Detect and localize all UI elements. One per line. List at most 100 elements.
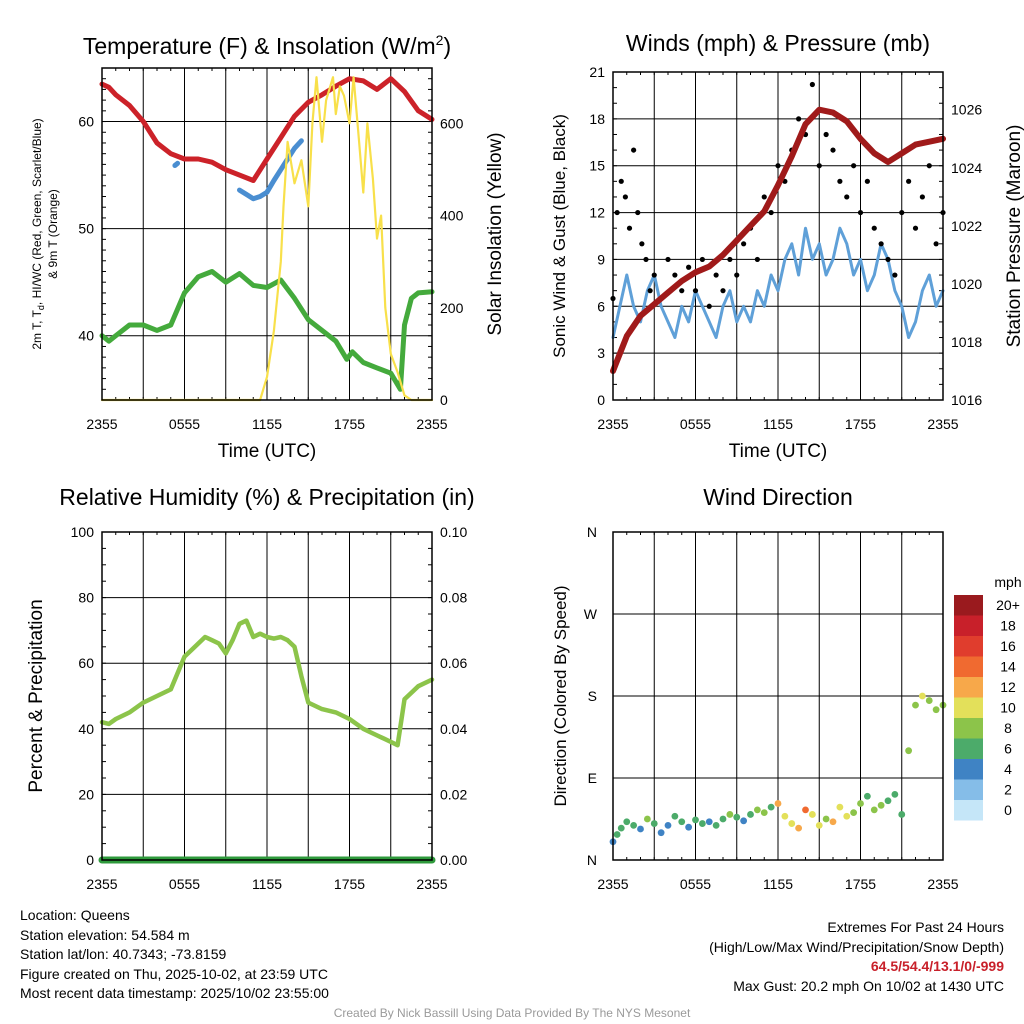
dir-point bbox=[918, 692, 926, 700]
dir-point bbox=[692, 816, 699, 824]
wind-gust-point bbox=[830, 147, 836, 153]
legend-swatch bbox=[954, 656, 983, 677]
dir-point bbox=[664, 821, 672, 829]
dir-point bbox=[760, 809, 768, 817]
dir-point bbox=[870, 806, 878, 814]
winds-pressure-panel: 2355 0555 1155 1755 2355 0 3 6 9 12 15 18 21 1016 1018… bbox=[550, 30, 1024, 462]
dir-point bbox=[685, 823, 693, 831]
temperature-insolation-panel: 2355 0555 1155 1755 23554050600200400600Temp… bbox=[30, 32, 506, 462]
recent-data-text: Most recent data timestamp: 2025/10/02 2… bbox=[20, 985, 329, 1001]
dir-point bbox=[719, 815, 727, 823]
temp-y2-tick-label: 400 bbox=[440, 208, 464, 224]
temp-series-wind-chill bbox=[237, 138, 304, 202]
wind-gust-point bbox=[622, 194, 628, 200]
rh-ylabel: Percent & Precipitation bbox=[26, 599, 47, 792]
rh-y2-tick-label: 0.04 bbox=[440, 721, 467, 737]
wind-gust-point bbox=[899, 209, 905, 216]
temp-xtick-label: 2355 bbox=[416, 416, 447, 432]
rh-y-tick-label: 0 bbox=[86, 852, 94, 868]
dir-point bbox=[912, 701, 919, 709]
wind-gust-point bbox=[816, 163, 822, 169]
temp-y2-tick-label: 0 bbox=[440, 392, 448, 408]
legend-label: 8 bbox=[1004, 720, 1012, 736]
rh-xtick-label: 1755 bbox=[334, 876, 365, 892]
wind-xtick-label: 1155 bbox=[763, 416, 793, 432]
extremes-info: Extremes For Past 24 Hours (High/Low/Max… bbox=[709, 918, 1004, 996]
wind-gust-point bbox=[699, 256, 705, 263]
temp-y2-tick-label: 600 bbox=[440, 115, 464, 131]
temp-series-solar-insolation bbox=[100, 76, 434, 402]
dir-point bbox=[753, 806, 761, 814]
dir-xtick-label: 2355 bbox=[597, 876, 628, 892]
dir-point bbox=[843, 812, 851, 820]
rh-y2-tick-label: 0.02 bbox=[440, 786, 467, 802]
dir-point bbox=[808, 811, 816, 818]
dir-tick-label: W bbox=[584, 606, 598, 622]
wind-gust-point bbox=[686, 264, 692, 270]
rh-y-tick-label: 40 bbox=[78, 721, 94, 737]
dir-point bbox=[623, 818, 631, 826]
dir-point bbox=[630, 821, 638, 829]
dir-point bbox=[613, 831, 621, 838]
rh-title: Relative Humidity (%) & Precipitation (i… bbox=[59, 484, 474, 510]
wind-gust-point bbox=[754, 256, 760, 263]
wind-xtick-label: 1755 bbox=[845, 416, 876, 432]
temp-y2-tick-label: 200 bbox=[440, 300, 464, 316]
dir-point bbox=[863, 792, 871, 800]
extremes-subtitle: (High/Low/Max Wind/Precipitation/Snow De… bbox=[709, 938, 1004, 955]
dir-point bbox=[877, 801, 885, 809]
wind-gust-point bbox=[639, 241, 645, 247]
wind-y2-tick-label: 1020 bbox=[951, 276, 982, 292]
wind-gust-point bbox=[647, 288, 653, 294]
wind-gust-point bbox=[885, 256, 891, 263]
legend-label: 4 bbox=[1004, 761, 1012, 777]
wind-gust-point bbox=[706, 303, 712, 309]
dir-point bbox=[822, 815, 830, 823]
dir-tick-label: E bbox=[588, 770, 597, 786]
wind-y-tick-label: 12 bbox=[589, 205, 605, 221]
rh-y2-tick-label: 0.08 bbox=[440, 590, 467, 606]
dir-point bbox=[795, 824, 803, 832]
legend-swatch bbox=[954, 615, 983, 636]
dir-point bbox=[788, 820, 796, 827]
dir-point bbox=[671, 812, 679, 820]
wind-gust-point bbox=[926, 163, 932, 169]
legend-swatch bbox=[954, 697, 983, 718]
temp-y-tick-label: 60 bbox=[78, 114, 94, 130]
wind-gust-point bbox=[651, 272, 657, 278]
dir-point bbox=[781, 812, 789, 820]
dir-point bbox=[617, 824, 625, 832]
dir-point bbox=[925, 697, 933, 704]
dir-point bbox=[932, 706, 940, 714]
dir-xtick-label: 2355 bbox=[927, 876, 958, 892]
wind-gust-point bbox=[734, 272, 740, 278]
dir-point bbox=[637, 825, 644, 833]
wind-gust-point bbox=[837, 178, 843, 184]
wind-y-tick-label: 0 bbox=[597, 392, 605, 408]
dir-tick-label: S bbox=[588, 688, 597, 704]
rh-y-tick-label: 60 bbox=[78, 655, 94, 671]
wind-gust-point bbox=[635, 209, 641, 216]
legend-swatch bbox=[954, 759, 983, 780]
dir-point bbox=[678, 818, 686, 826]
wind-gust-point bbox=[665, 256, 671, 263]
wind-gust-point bbox=[672, 272, 678, 278]
wind-y2-tick-label: 1018 bbox=[951, 334, 982, 350]
legend-label: 20+ bbox=[996, 597, 1020, 613]
rh-y2-tick-label: 0.10 bbox=[440, 524, 467, 540]
dir-point bbox=[712, 821, 720, 829]
wind-gust-point bbox=[933, 241, 939, 247]
wind-gust-point bbox=[631, 147, 637, 153]
wind-y-tick-label: 15 bbox=[589, 158, 605, 174]
dir-xtick-label: 0555 bbox=[680, 876, 711, 892]
temp-ylabel-right: Solar Insolation (Yellow) bbox=[485, 132, 506, 335]
rh-y-tick-label: 20 bbox=[78, 786, 94, 802]
rh-y-tick-label: 80 bbox=[78, 590, 94, 606]
rh-y-tick-label: 100 bbox=[71, 524, 95, 540]
wind-gust-point bbox=[871, 225, 877, 231]
wind-frame bbox=[612, 71, 944, 401]
wind-gust-point bbox=[878, 241, 884, 247]
wind-title: Winds (mph) & Pressure (mb) bbox=[626, 30, 930, 56]
temp-title: Temperature (F) & Insolation (W/m2) bbox=[83, 32, 451, 59]
